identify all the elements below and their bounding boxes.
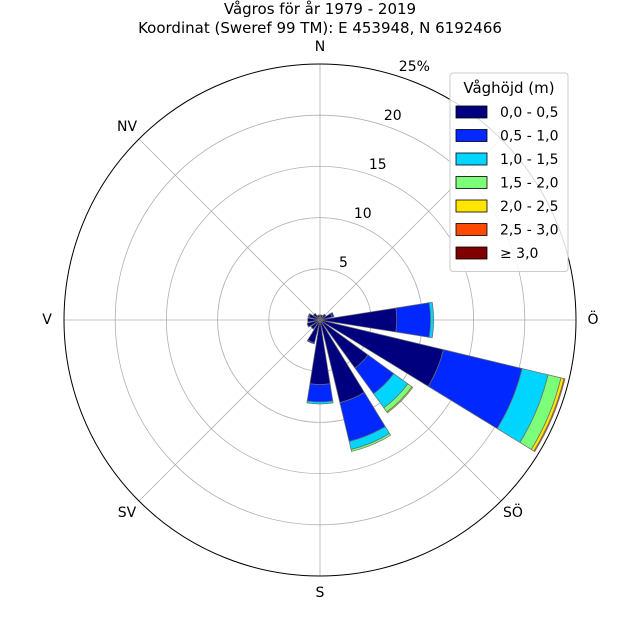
- rose-bar-segment: [307, 317, 321, 323]
- chart-title: Vågros för år 1979 - 2019: [223, 0, 417, 18]
- legend-swatch: [455, 129, 488, 142]
- legend-entry-label: 1,5 - 2,0: [500, 176, 558, 192]
- angular-gridline: [138, 138, 321, 321]
- legend-swatch: [455, 176, 488, 189]
- rose-bar-segment: [319, 313, 327, 321]
- radial-tick-label: 15: [369, 157, 387, 173]
- rose-bar-segment: [428, 301, 434, 339]
- rose-bar-segment: [306, 400, 334, 405]
- direction-label: NV: [117, 119, 137, 135]
- legend: Våghöjd (m) 0,0 - 0,5 0,5 - 1,0 1,0 - 1,5 1,…: [449, 72, 569, 272]
- rose-bar-segment: [307, 313, 311, 318]
- radial-gridline: [114, 114, 526, 526]
- direction-label: SÖ: [503, 503, 523, 521]
- direction-label: SV: [118, 505, 137, 521]
- rose-bar-segment: [316, 314, 321, 321]
- direction-label: V: [42, 312, 52, 328]
- legend-title: Våghöjd (m): [463, 79, 554, 97]
- labels: 5 10 15 20 25% N NV V SV S SÖ Ö: [42, 39, 598, 601]
- rose-bar-segment: [386, 386, 414, 414]
- legend-entry-label: 2,5 - 3,0: [500, 223, 558, 239]
- rose-bar-segment: [306, 339, 315, 345]
- legend-swatch: [455, 246, 488, 260]
- radial-tick-label: 25%: [399, 59, 430, 75]
- direction-label: S: [316, 585, 325, 601]
- rose-bar-segment: [312, 312, 321, 321]
- direction-label: N: [315, 39, 325, 55]
- rose-bar-segment: [306, 383, 334, 403]
- rose-bar-segment: [350, 433, 392, 452]
- bars: [306, 301, 566, 453]
- radial-gridline: [165, 165, 475, 475]
- rose-bar-segment: [329, 312, 335, 318]
- legend-box: [449, 72, 569, 272]
- outer-frame: [63, 63, 577, 577]
- legend-swatch: [455, 105, 488, 119]
- legend-entry-label: 1,0 - 1,5: [500, 152, 558, 168]
- angular-gridline: [138, 319, 321, 502]
- radial-tick-label: 10: [354, 206, 372, 222]
- legend-swatch: [455, 152, 488, 166]
- legend-entry-label: 2,0 - 2,5: [500, 199, 558, 215]
- axis: [63, 63, 577, 577]
- radial-tick-label: 20: [384, 108, 402, 124]
- legend-swatch: [455, 223, 488, 236]
- legend-swatch: [455, 199, 488, 213]
- direction-label: Ö: [587, 310, 598, 328]
- rose-bar-segment: [533, 378, 566, 453]
- rose-bar-segment: [318, 314, 322, 321]
- legend-entry-label: ≥ 3,0: [500, 246, 538, 262]
- rose-bar-segment: [395, 302, 431, 338]
- rose-bar-segment: [306, 319, 321, 328]
- radial-tick-label: 5: [339, 255, 348, 271]
- legend-entry-label: 0,5 - 1,0: [500, 129, 558, 145]
- chart-subtitle: Koordinat (Sweref 99 TM): E 453948, N 61…: [138, 19, 502, 37]
- rose-bar-segment: [310, 319, 321, 330]
- legend-entry-label: 0,0 - 0,5: [500, 105, 558, 121]
